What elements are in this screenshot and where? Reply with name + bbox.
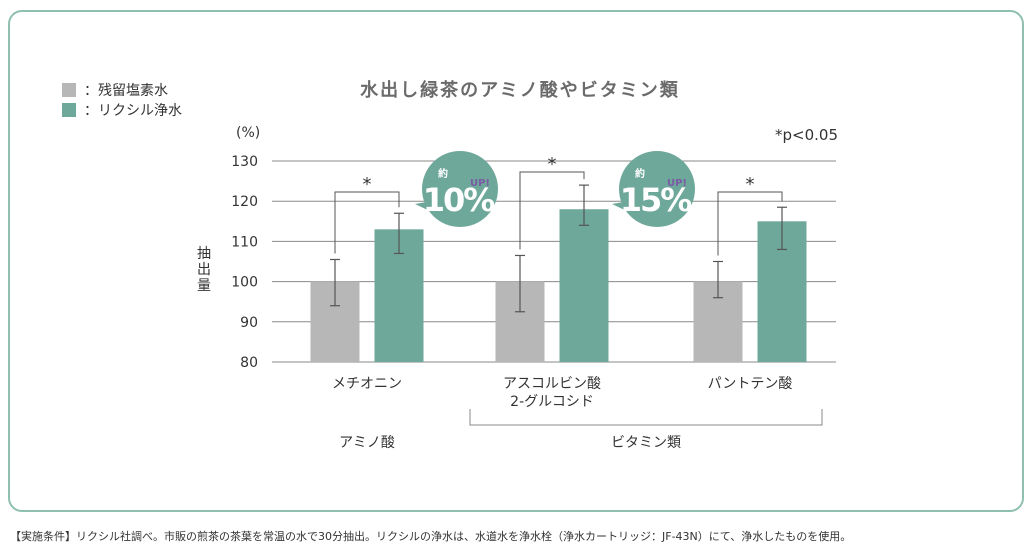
legend-item-chlorine-water: ：残留塩素水 <box>62 80 182 100</box>
badge-circle-0 <box>422 151 498 227</box>
y-unit-label: (%) <box>236 125 260 141</box>
chart-frame <box>8 10 1024 512</box>
badge-circle-1 <box>619 151 695 227</box>
legend-label-chlorine-water: ：残留塩素水 <box>84 83 168 99</box>
y-axis-label-char-0: 抽 <box>197 246 211 262</box>
bar-chart: 80 90 100 110 120 130 (%) 抽出量 *p<0.05 * メチオニン * アスコル… <box>197 125 838 451</box>
group-label-0: アミノ酸 <box>339 435 395 451</box>
legend-swatch-lixil-water <box>62 103 76 117</box>
y-tick-label-120: 120 <box>231 194 258 210</box>
x-category-label-1-0: アスコルビン酸 <box>503 376 601 392</box>
badge-tag-1: UP! <box>667 178 687 189</box>
badge-prefix-0: 約 <box>438 167 448 180</box>
y-axis-label-char-2: 量 <box>197 278 211 294</box>
y-axis-label-char-1: 出 <box>197 262 211 278</box>
y-tick-label-90: 90 <box>240 315 258 331</box>
significance-bracket-2 <box>717 191 783 256</box>
y-tick-label-130: 130 <box>231 154 258 170</box>
badge-value-1: 15% <box>620 181 693 219</box>
badge-value-0: 10% <box>423 181 496 219</box>
footnote: 【実施条件】リクシル社調べ。市販の煎茶の茶葉を常温の水で30分抽出。リクシルの浄… <box>10 530 852 543</box>
group-label-1: ビタミン類 <box>611 435 681 451</box>
bar-lixil-1 <box>559 209 609 362</box>
legend-item-lixil-water: ：リクシル浄水 <box>62 100 182 120</box>
x-category-label-0-0: メチオニン <box>332 376 402 392</box>
significance-mark-0: * <box>363 174 372 195</box>
badge-prefix-1: 約 <box>635 167 645 180</box>
significance-bracket-1 <box>519 171 585 250</box>
significance-mark-2: * <box>746 174 755 195</box>
x-category-label-2-0: パントテン酸 <box>708 376 793 392</box>
significance-bracket-0 <box>334 191 400 254</box>
y-tick-label-110: 110 <box>231 234 258 250</box>
y-tick-label-80: 80 <box>240 355 258 371</box>
legend-swatch-chlorine-water <box>62 83 76 97</box>
legend-label-lixil-water: ：リクシル浄水 <box>84 103 182 119</box>
chart-title: 水出し緑茶のアミノ酸やビタミン類 <box>360 80 680 101</box>
legend: ：残留塩素水 ：リクシル浄水 <box>62 80 182 120</box>
badge-tag-0: UP! <box>470 178 490 189</box>
significance-note: *p<0.05 <box>775 126 838 144</box>
x-category-label-1-1: 2-グルコシド <box>510 394 594 410</box>
significance-mark-1: * <box>548 154 557 175</box>
y-tick-label-100: 100 <box>231 275 258 291</box>
group-bracket-vitamins <box>469 409 823 426</box>
